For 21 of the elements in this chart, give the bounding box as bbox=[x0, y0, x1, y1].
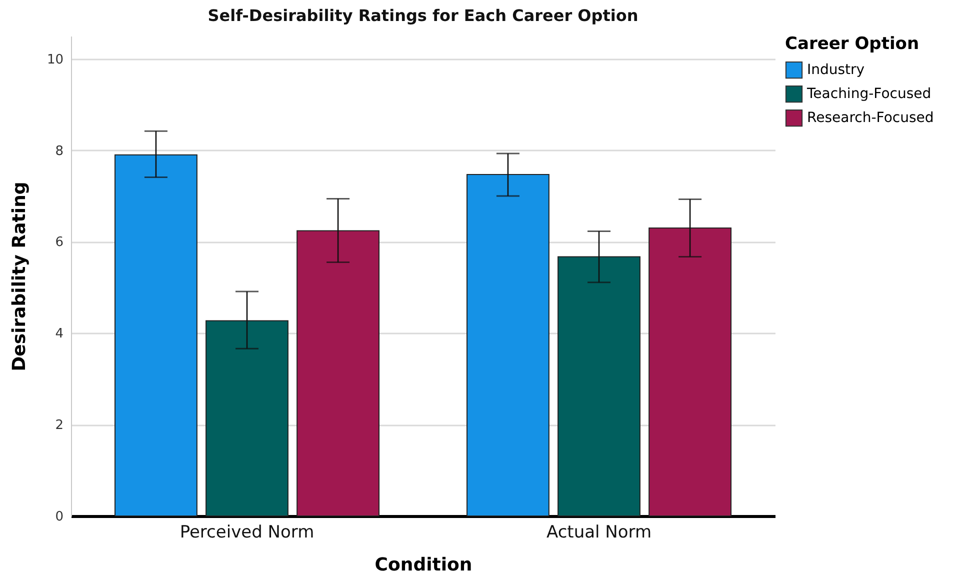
bar bbox=[296, 230, 380, 516]
bar bbox=[648, 228, 732, 516]
legend-label: Teaching-Focused bbox=[806, 86, 932, 102]
x-tick-label: Actual Norm bbox=[546, 522, 652, 542]
x-axis-title: Condition bbox=[374, 554, 472, 576]
legend-label: Research-Focused bbox=[807, 110, 934, 126]
bar bbox=[558, 256, 640, 516]
y-tick-label: 2 bbox=[55, 418, 64, 434]
x-tick-label: Perceived Norm bbox=[180, 522, 314, 542]
y-tick-label: 6 bbox=[55, 235, 64, 250]
y-tick-label: 4 bbox=[55, 326, 64, 342]
bar bbox=[114, 154, 198, 516]
legend-label: Industry bbox=[807, 62, 865, 78]
y-axis-title: Desirability Rating bbox=[8, 182, 30, 372]
bar bbox=[466, 174, 550, 516]
bar bbox=[206, 320, 288, 516]
y-tick-label: 0 bbox=[55, 510, 64, 524]
y-tick-label: 8 bbox=[55, 144, 64, 159]
legend-title: Career Option bbox=[785, 34, 920, 54]
y-tick-label: 10 bbox=[46, 52, 64, 68]
chart-title: Self-Desirability Ratings for Each Career Option bbox=[208, 6, 638, 25]
